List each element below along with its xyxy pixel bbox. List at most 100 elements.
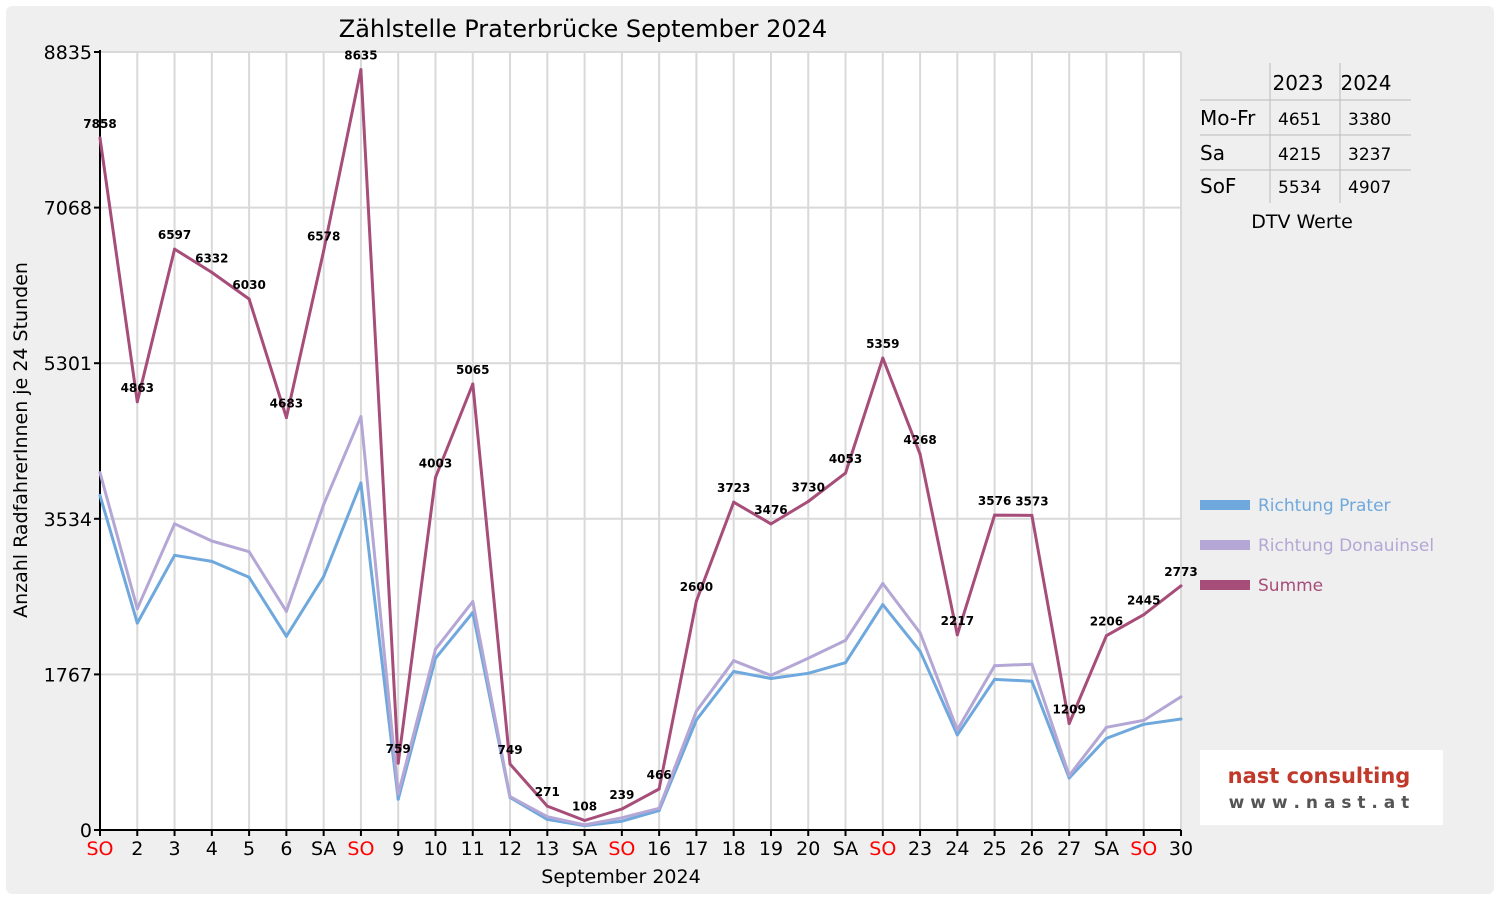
data-point: [471, 599, 475, 603]
table-row-label: Mo-Fr: [1200, 106, 1256, 130]
data-point: [993, 513, 997, 517]
x-tick-label: 23: [908, 838, 932, 860]
legend-label: Richtung Prater: [1258, 496, 1391, 516]
data-point: [620, 816, 624, 820]
data-point: [247, 297, 251, 301]
data-point: [322, 249, 326, 253]
data-point: [359, 481, 363, 485]
data-point: [844, 661, 848, 665]
data-label: 5359: [866, 337, 899, 351]
data-point: [620, 807, 624, 811]
data-point: [545, 815, 549, 819]
data-point: [284, 416, 288, 420]
data-point: [1030, 679, 1034, 683]
data-point: [322, 502, 326, 506]
data-point: [1030, 662, 1034, 666]
data-point: [284, 609, 288, 613]
data-point: [844, 638, 848, 642]
data-point: [173, 553, 177, 557]
logo-line1: nast consulting: [1228, 764, 1411, 788]
x-tick-label: SO: [608, 838, 635, 860]
y-axis-ticks: 0 1767 3534 5301 7068 8835: [44, 42, 100, 842]
x-tick-label: 6: [280, 838, 292, 860]
data-point: [657, 787, 661, 791]
data-point: [173, 247, 177, 251]
data-label: 6030: [232, 278, 265, 292]
x-tick-label: 3: [169, 838, 181, 860]
data-label: 3476: [754, 503, 787, 517]
data-label: 108: [572, 799, 597, 813]
data-label: 4683: [270, 397, 303, 411]
x-tick-label: 25: [983, 838, 1007, 860]
data-point: [1104, 725, 1108, 729]
table-cell: 3380: [1348, 110, 1391, 130]
x-axis-ticks: SO 2 3 4 5 6 SA SO 9 10 11 12 13 SA SO 16 17 18 19 20 SA SO 23…: [86, 830, 1193, 860]
data-point: [1179, 717, 1183, 721]
data-point: [769, 677, 773, 681]
table-header-2023: 2023: [1273, 71, 1324, 95]
data-point: [769, 673, 773, 677]
logo-box: [1200, 750, 1443, 825]
data-label: 6578: [307, 230, 340, 244]
x-tick-label: 20: [796, 838, 820, 860]
x-tick-label: 26: [1020, 838, 1044, 860]
x-tick-label: 5: [243, 838, 255, 860]
chart-title: Zählstelle Praterbrücke September 2024: [339, 15, 827, 43]
legend-swatch: [1200, 580, 1250, 590]
data-point: [396, 761, 400, 765]
data-point: [1142, 613, 1146, 617]
data-point: [806, 671, 810, 675]
legend-swatch: [1200, 500, 1250, 510]
x-tick-label: 10: [423, 838, 447, 860]
series-line-3: [98, 68, 1182, 822]
data-point: [881, 582, 885, 586]
data-label: 2600: [680, 580, 713, 594]
data-label: 2773: [1164, 565, 1197, 579]
x-tick-label: 4: [206, 838, 218, 860]
table-row-label: SoF: [1200, 174, 1236, 198]
data-point: [583, 818, 587, 822]
data-label: 759: [386, 742, 411, 756]
legend-swatch: [1200, 540, 1250, 550]
table-cell: 4651: [1278, 110, 1321, 130]
x-axis-label: September 2024: [541, 866, 700, 888]
data-label: 7858: [83, 117, 116, 131]
data-point: [844, 471, 848, 475]
x-tick-label: 18: [722, 838, 746, 860]
y-tick-label: 1767: [44, 664, 92, 686]
data-point: [694, 718, 698, 722]
data-point: [1142, 722, 1146, 726]
y-tick-label: 5301: [44, 353, 92, 375]
data-point: [508, 762, 512, 766]
data-label: 3723: [717, 481, 750, 495]
logo-line2: w w w . n a s t . a t: [1229, 793, 1410, 813]
data-point: [918, 631, 922, 635]
data-point: [508, 795, 512, 799]
data-point: [98, 136, 102, 140]
data-point: [471, 382, 475, 386]
x-tick-label: SO: [869, 838, 896, 860]
data-label: 239: [609, 788, 634, 802]
data-label: 3730: [792, 481, 825, 495]
x-tick-label: 11: [461, 838, 485, 860]
data-point: [732, 669, 736, 673]
data-point: [657, 806, 661, 810]
x-tick-label: SO: [1130, 838, 1157, 860]
data-point: [1067, 722, 1071, 726]
x-tick-label: 24: [945, 838, 969, 860]
data-label: 3573: [1015, 494, 1048, 508]
data-point: [135, 607, 139, 611]
data-point: [769, 522, 773, 526]
data-point: [1179, 695, 1183, 699]
x-tick-label: 27: [1057, 838, 1081, 860]
data-label: 3576: [978, 494, 1011, 508]
data-point: [583, 823, 587, 827]
data-point: [135, 400, 139, 404]
data-point: [359, 68, 363, 72]
data-point: [1104, 736, 1108, 740]
data-point: [1104, 634, 1108, 638]
data-point: [1067, 773, 1071, 777]
x-tick-label: 12: [498, 838, 522, 860]
data-point: [247, 575, 251, 579]
data-point: [806, 656, 810, 660]
